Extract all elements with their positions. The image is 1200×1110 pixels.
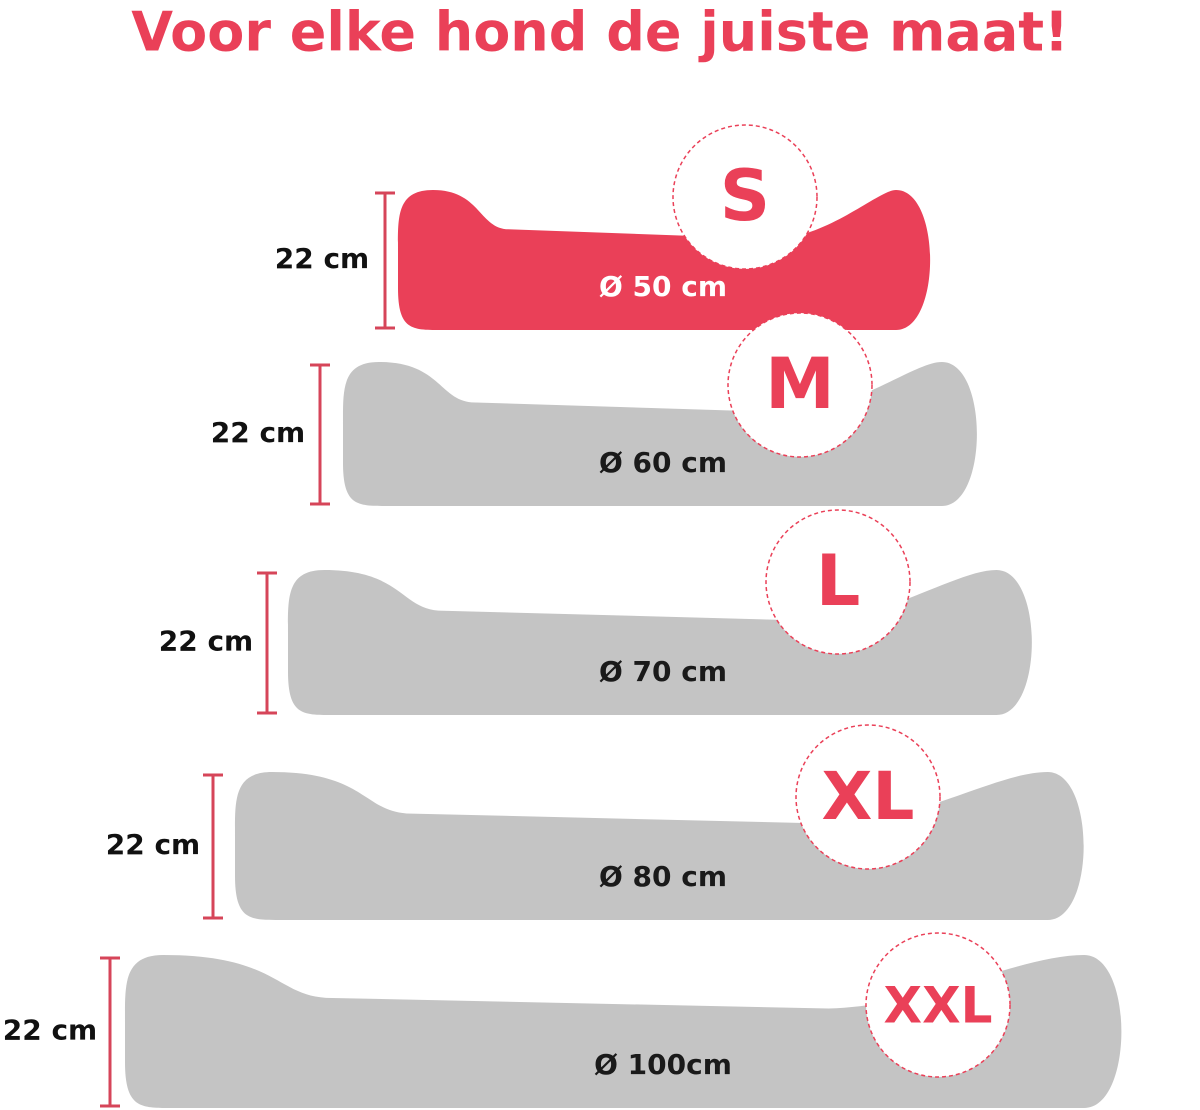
diameter-label: Ø 80 cm: [599, 860, 727, 893]
height-label: 22 cm: [106, 828, 201, 861]
size-badge: [765, 509, 911, 655]
diameter-label: Ø 100cm: [594, 1048, 732, 1081]
diameter-label: Ø 70 cm: [599, 655, 727, 688]
size-badge: [865, 932, 1011, 1078]
bed-shape: [287, 570, 1032, 715]
bed-shape: [397, 190, 931, 330]
size-label: M: [765, 343, 835, 425]
size-label: XXL: [884, 977, 993, 1035]
diameter-label: Ø 50 cm: [599, 270, 727, 303]
height-label: 22 cm: [211, 416, 306, 449]
height-label: 22 cm: [159, 625, 254, 658]
size-badge: [795, 724, 941, 870]
height-label: 22 cm: [3, 1014, 98, 1047]
bed-shape: [234, 772, 1084, 920]
size-badge: [672, 124, 818, 270]
title: Voor elke hond de juiste maat!: [131, 1, 1068, 64]
bed-shape: [124, 955, 1122, 1108]
size-label: L: [816, 540, 861, 622]
bed-shape: [342, 362, 977, 506]
size-label: S: [720, 155, 770, 237]
height-label: 22 cm: [275, 242, 370, 275]
diameter-label: Ø 60 cm: [599, 446, 727, 479]
size-label: XL: [822, 758, 915, 835]
size-badge: [727, 312, 873, 458]
